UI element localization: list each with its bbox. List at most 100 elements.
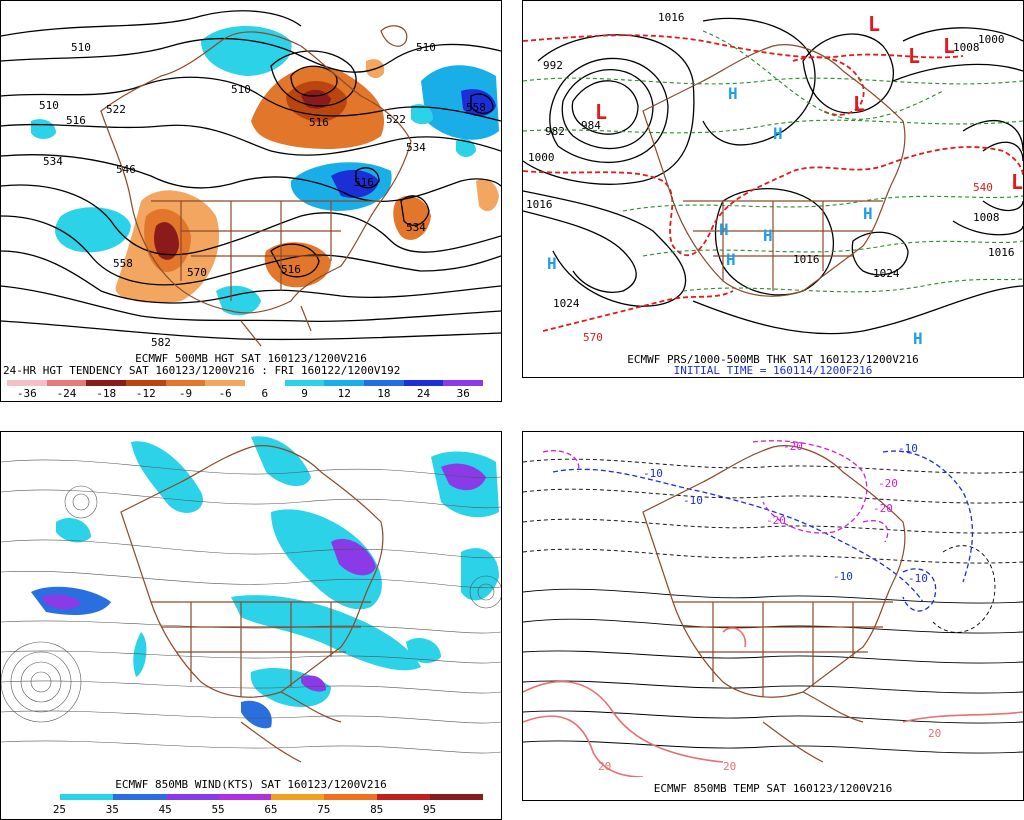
low-pressure-symbol: L bbox=[868, 12, 880, 36]
wind-speed-ticks: 25 35 45 55 65 75 85 95 bbox=[33, 803, 456, 816]
temp-label: -10 bbox=[908, 572, 928, 585]
high-centers: H H H H H H H H bbox=[547, 84, 923, 348]
temp-label: -10 bbox=[833, 570, 853, 583]
isobar-labels: 1016 992 984 982 1000 1016 1024 1008 101… bbox=[526, 11, 1015, 310]
temp-label: 20 bbox=[928, 727, 941, 740]
coastlines bbox=[642, 445, 906, 763]
colorbar-tick: -18 bbox=[96, 387, 117, 400]
low-pressure-symbol: L bbox=[1011, 170, 1023, 194]
contour-label: 510 bbox=[231, 83, 251, 96]
colorbar-swatch bbox=[126, 380, 166, 386]
isobar-label: 1000 bbox=[978, 33, 1005, 46]
map-850mb-temp: -10 -10 -20 -20 -10 -10 20 20 -20 -10 -2… bbox=[523, 440, 1023, 777]
high-pressure-symbol: H bbox=[726, 250, 736, 269]
temp-label: 20 bbox=[598, 760, 611, 773]
contour-label: 516 bbox=[281, 263, 301, 276]
colorbar-tick: 12 bbox=[337, 387, 351, 400]
isobar-label: 1008 bbox=[973, 211, 1000, 224]
colorbar-swatch bbox=[324, 380, 365, 386]
temp-contours-black bbox=[523, 458, 1023, 754]
high-pressure-symbol: H bbox=[728, 84, 738, 103]
panel3-caption: ECMWF 850MB WIND(KTS) SAT 160123/1200V21… bbox=[115, 778, 387, 791]
colorbar-tick: -6 bbox=[218, 387, 232, 400]
panel4-caption: ECMWF 850MB TEMP SAT 160123/1200V216 bbox=[653, 782, 893, 795]
isobar-label: 1024 bbox=[553, 297, 580, 310]
contour-label: 558 bbox=[466, 101, 486, 114]
colorbar-tick: 85 bbox=[370, 803, 384, 816]
contour-labels: 510 510 510 516 522 534 546 558 570 582 … bbox=[39, 41, 486, 349]
high-pressure-symbol: H bbox=[913, 329, 923, 348]
low-centers: L L L L L L bbox=[595, 12, 1023, 194]
colorbar-swatch bbox=[245, 380, 285, 386]
high-pressure-symbol: H bbox=[719, 220, 729, 239]
temp-label: 20 bbox=[723, 760, 736, 773]
contour-label: 534 bbox=[406, 221, 426, 234]
contour-label: 570 bbox=[187, 266, 207, 279]
panel-850mb-wind: ECMWF 850MB WIND(KTS) SAT 160123/1200V21… bbox=[0, 431, 502, 820]
high-pressure-symbol: H bbox=[773, 124, 783, 143]
panel2-initial-time: INITIAL TIME = 160114/1200F216 bbox=[673, 364, 873, 377]
temp-label: -20 bbox=[766, 514, 786, 527]
thickness-lines bbox=[523, 34, 1023, 332]
colorbar-tick: -24 bbox=[56, 387, 77, 400]
isobar-label: 984 bbox=[581, 119, 601, 132]
colorbar-tick: 24 bbox=[416, 387, 431, 400]
contour-label: 510 bbox=[416, 41, 436, 54]
colorbar-swatch bbox=[443, 380, 484, 386]
low-pressure-symbol: L bbox=[908, 44, 920, 68]
colorbar-tick: 18 bbox=[377, 387, 391, 400]
colorbar-swatch bbox=[205, 380, 246, 386]
colorbar-swatch bbox=[46, 380, 87, 386]
contour-label: 522 bbox=[386, 113, 406, 126]
isobar-label: 1000 bbox=[528, 151, 555, 164]
panel1-caption-line2: 24-HR HGT TENDENCY SAT 160123/1200V216 :… bbox=[3, 364, 401, 377]
colorbar-swatch bbox=[271, 794, 325, 800]
colorbar-tick: 36 bbox=[456, 387, 470, 400]
colorbar-tick: 95 bbox=[422, 803, 437, 816]
isobar-label: 1024 bbox=[873, 267, 900, 280]
temp-contours-magenta bbox=[542, 440, 889, 543]
high-pressure-symbol: H bbox=[863, 204, 873, 223]
high-pressure-symbol: H bbox=[763, 226, 773, 245]
streamlines bbox=[1, 459, 501, 754]
panel-850mb-temp: -10 -10 -20 -20 -10 -10 20 20 -20 -10 -2… bbox=[522, 431, 1024, 801]
panel-mslp-thickness: H H H H H H H H L L L L L L 1016 992 984… bbox=[522, 0, 1024, 378]
colorbar-tick: 35 bbox=[105, 803, 119, 816]
colorbar-tick: -12 bbox=[135, 387, 156, 400]
contour-label: 510 bbox=[39, 99, 59, 112]
contour-label: 534 bbox=[406, 141, 426, 154]
contour-label: 516 bbox=[309, 116, 329, 129]
map-mslp-thickness: H H H H H H H H L L L L L L 1016 992 984… bbox=[523, 11, 1023, 348]
coastlines bbox=[642, 44, 906, 297]
temp-label: -10 bbox=[643, 467, 663, 480]
colorbar-swatch bbox=[7, 380, 47, 386]
colorbar-swatch bbox=[165, 794, 219, 800]
wind-speed-colorbar bbox=[7, 794, 484, 800]
colorbar-tick: 55 bbox=[211, 803, 225, 816]
wind-speed-shading bbox=[31, 436, 499, 729]
thickness-label: 540 bbox=[973, 181, 993, 194]
contour-label: 558 bbox=[113, 257, 133, 270]
colorbar-swatch bbox=[112, 794, 166, 800]
temp-label: -20 bbox=[783, 440, 803, 453]
temp-label: -20 bbox=[873, 502, 893, 515]
colorbar-tick: 65 bbox=[264, 803, 278, 816]
contour-label: 522 bbox=[106, 103, 126, 116]
colorbar-swatch bbox=[59, 794, 113, 800]
contour-label: 516 bbox=[66, 114, 86, 127]
temp-label: -10 bbox=[898, 442, 918, 455]
panel-500mb-height: 510 510 510 516 522 534 546 558 570 582 … bbox=[0, 0, 502, 402]
height-tendency-colorbar bbox=[7, 380, 484, 386]
temp-labels: -10 -10 -20 -20 -10 -10 20 20 -20 -10 -2… bbox=[598, 440, 941, 773]
low-pressure-symbol: L bbox=[943, 34, 955, 58]
colorbar-tick: -36 bbox=[16, 387, 37, 400]
isobar-label: 1016 bbox=[793, 253, 820, 266]
coastlines bbox=[100, 25, 412, 347]
temp-contours-red bbox=[523, 627, 1023, 777]
colorbar-tick: 45 bbox=[158, 803, 172, 816]
colorbar-swatch bbox=[218, 794, 272, 800]
coastlines bbox=[120, 445, 384, 763]
contour-label: 510 bbox=[71, 41, 91, 54]
contour-label: 546 bbox=[116, 163, 136, 176]
thickness-labels: 570 540 bbox=[583, 181, 993, 344]
